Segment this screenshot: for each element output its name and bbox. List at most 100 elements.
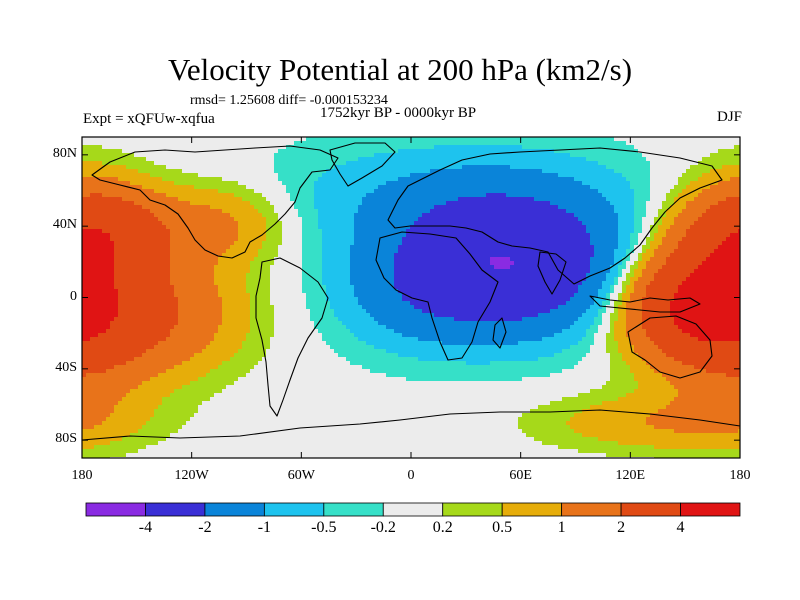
contour-cell xyxy=(266,225,271,230)
contour-cell xyxy=(322,353,327,358)
contour-cell xyxy=(102,169,107,174)
contour-cell xyxy=(114,141,119,146)
contour-cell xyxy=(302,201,307,206)
contour-cell xyxy=(126,281,131,286)
contour-cell xyxy=(186,365,191,370)
contour-cell xyxy=(246,193,251,198)
contour-cell xyxy=(118,433,123,438)
contour-cell xyxy=(146,225,151,230)
contour-cell xyxy=(90,357,95,362)
contour-cell xyxy=(210,217,215,222)
contour-cell xyxy=(302,433,307,438)
contour-cell xyxy=(234,261,239,266)
contour-cell xyxy=(326,257,331,262)
contour-cell xyxy=(166,181,171,186)
contour-cell xyxy=(286,433,291,438)
contour-cell xyxy=(226,137,231,142)
contour-cell xyxy=(102,281,107,286)
contour-cell xyxy=(182,173,187,178)
contour-cell xyxy=(270,405,275,410)
contour-cell xyxy=(314,249,319,254)
contour-cell xyxy=(142,281,147,286)
contour-cell xyxy=(234,301,239,306)
contour-cell xyxy=(274,373,279,378)
contour-cell xyxy=(202,373,207,378)
contour-cell xyxy=(118,453,123,458)
contour-cell xyxy=(126,269,131,274)
contour-cell xyxy=(310,337,315,342)
contour-cell xyxy=(266,141,271,146)
contour-cell xyxy=(246,389,251,394)
contour-cell xyxy=(242,329,247,334)
contour-cell xyxy=(322,257,327,262)
contour-cell xyxy=(138,417,143,422)
contour-cell xyxy=(238,321,243,326)
contour-cell xyxy=(154,325,159,330)
contour-cell xyxy=(234,377,239,382)
contour-cell xyxy=(90,365,95,370)
contour-cell xyxy=(270,353,275,358)
contour-cell xyxy=(294,305,299,310)
contour-cell xyxy=(218,433,223,438)
contour-cell xyxy=(178,433,183,438)
contour-cell xyxy=(202,413,207,418)
contour-cell xyxy=(226,433,231,438)
contour-cell xyxy=(254,357,259,362)
contour-cell xyxy=(82,277,87,282)
contour-cell xyxy=(322,217,327,222)
contour-cell xyxy=(198,197,203,202)
contour-cell xyxy=(146,453,151,458)
contour-cell xyxy=(250,329,255,334)
contour-cell xyxy=(234,453,239,458)
contour-cell xyxy=(258,245,263,250)
contour-cell xyxy=(282,317,287,322)
contour-cell xyxy=(294,149,299,154)
contour-cell xyxy=(130,405,135,410)
contour-cell xyxy=(218,297,223,302)
contour-cell xyxy=(202,357,207,362)
contour-cell xyxy=(82,421,87,426)
contour-cell xyxy=(206,345,211,350)
contour-cell xyxy=(186,241,191,246)
contour-cell xyxy=(166,193,171,198)
contour-cell xyxy=(102,409,107,414)
contour-cell xyxy=(82,313,87,318)
contour-cell xyxy=(246,345,251,350)
contour-cell xyxy=(246,257,251,262)
contour-cell xyxy=(202,389,207,394)
contour-cell xyxy=(234,337,239,342)
contour-cell xyxy=(114,373,119,378)
contour-cell xyxy=(98,149,103,154)
contour-cell xyxy=(270,397,275,402)
contour-cell xyxy=(274,341,279,346)
contour-cell xyxy=(238,425,243,430)
contour-cell xyxy=(258,305,263,310)
contour-cell xyxy=(94,321,99,326)
contour-cell xyxy=(218,381,223,386)
contour-cell xyxy=(250,277,255,282)
contour-cell xyxy=(150,261,155,266)
contour-cell xyxy=(186,409,191,414)
contour-cell xyxy=(162,177,167,182)
contour-cell xyxy=(326,145,331,150)
contour-cell xyxy=(170,401,175,406)
contour-cell xyxy=(310,393,315,398)
contour-cell xyxy=(82,285,87,290)
contour-cell xyxy=(182,417,187,422)
contour-cell xyxy=(286,341,291,346)
contour-cell xyxy=(162,337,167,342)
contour-cell xyxy=(198,293,203,298)
contour-cell xyxy=(130,321,135,326)
contour-cell xyxy=(194,393,199,398)
contour-cell xyxy=(306,185,311,190)
contour-cell xyxy=(98,193,103,198)
contour-cell xyxy=(182,265,187,270)
contour-cell xyxy=(306,269,311,274)
contour-cell xyxy=(306,345,311,350)
contour-cell xyxy=(230,365,235,370)
contour-cell xyxy=(262,205,267,210)
contour-cell xyxy=(130,429,135,434)
contour-cell xyxy=(198,277,203,282)
contour-cell xyxy=(106,197,111,202)
contour-cell xyxy=(182,225,187,230)
